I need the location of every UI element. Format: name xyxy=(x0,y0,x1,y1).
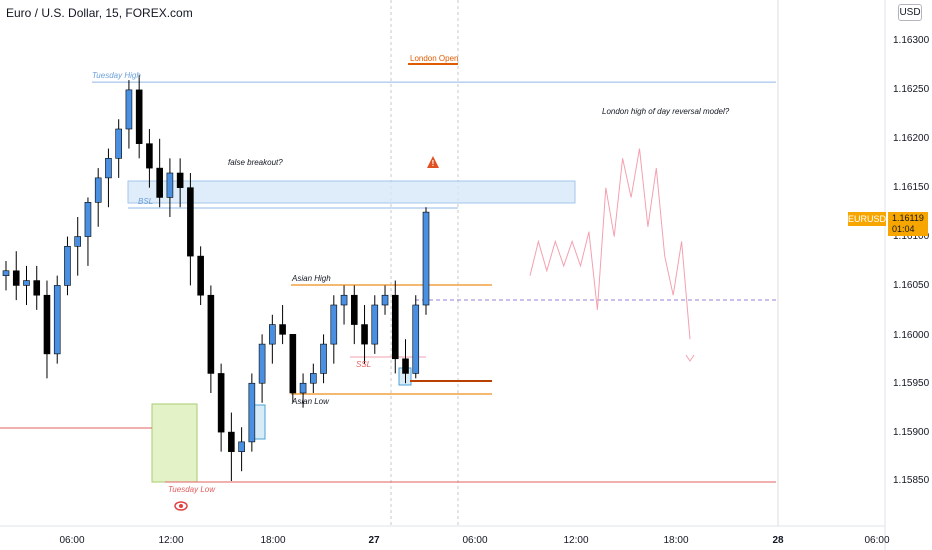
candle xyxy=(176,172,184,188)
candle xyxy=(84,202,92,237)
price-tick-label: 1.16000 xyxy=(893,330,930,341)
warning-icon xyxy=(427,156,439,168)
candle xyxy=(146,143,153,169)
time-tick-label: 06:00 xyxy=(864,535,890,546)
time-tick-label: 18:00 xyxy=(260,535,286,546)
bar-countdown: 01:04 xyxy=(892,224,915,234)
time-tick-label: 18:00 xyxy=(663,535,689,546)
price-tick-label: 1.16100 xyxy=(893,231,930,242)
tuesday-low-label: Tuesday Low xyxy=(168,485,215,494)
candle xyxy=(350,294,358,325)
price-tick-label: 1.15900 xyxy=(893,427,930,438)
price-tick-label: 1.16150 xyxy=(893,182,930,193)
candle xyxy=(279,324,286,335)
candle xyxy=(299,382,307,394)
bsl-label: BSL xyxy=(138,197,154,206)
ssl-label: SSL xyxy=(356,360,372,369)
price-tick-label: 1.15850 xyxy=(893,475,930,486)
time-tick-label: 12:00 xyxy=(563,535,589,546)
candle xyxy=(330,304,338,345)
candle xyxy=(64,246,71,286)
reversal-model-label: London high of day reversal model? xyxy=(602,107,730,116)
candle xyxy=(361,324,368,345)
candle xyxy=(371,304,379,345)
candle xyxy=(258,343,266,384)
candle xyxy=(74,236,82,247)
projection-path xyxy=(529,148,691,340)
asian-low-label: Asian Low xyxy=(292,397,329,406)
time-tick-label: 27 xyxy=(368,535,380,546)
candle xyxy=(207,294,215,374)
candle xyxy=(115,128,122,159)
candle xyxy=(53,285,61,355)
projection-arrow-icon xyxy=(685,354,695,362)
time-tick-label: 06:00 xyxy=(462,535,488,546)
candle xyxy=(422,211,430,306)
tuesday-high-label: Tuesday High xyxy=(92,71,141,80)
candle xyxy=(197,255,204,296)
candle xyxy=(381,294,389,306)
asian-high-label: Asian High xyxy=(292,274,331,283)
candle xyxy=(166,172,174,198)
candle xyxy=(156,167,163,198)
time-tick-label: 28 xyxy=(772,535,784,546)
candle xyxy=(105,158,112,179)
chart-title: Euro / U.S. Dollar, 15, FOREX.com xyxy=(6,6,193,20)
candle xyxy=(391,294,399,360)
time-tick-label: 12:00 xyxy=(158,535,184,546)
price-tick-label: 1.15950 xyxy=(893,378,930,389)
false-breakout-zone xyxy=(127,180,576,204)
candle xyxy=(228,431,235,452)
candle xyxy=(412,304,420,374)
time-tick-label: 06:00 xyxy=(59,535,85,546)
symbol-badge: EURUSD xyxy=(848,212,887,226)
candle xyxy=(289,334,297,394)
eye-icon xyxy=(174,501,188,511)
price-tick-label: 1.16050 xyxy=(893,280,930,291)
currency-button[interactable]: USD xyxy=(898,4,922,21)
eye-pupil-icon xyxy=(179,504,183,508)
candle xyxy=(217,373,225,433)
current-price-tag: EURUSD 1.16119 01:04 xyxy=(848,212,928,236)
candle xyxy=(135,89,143,144)
candle xyxy=(23,280,30,286)
tuesday-low-zone xyxy=(151,403,198,483)
candle xyxy=(33,280,41,296)
candle xyxy=(187,187,194,257)
current-price-badge: 1.16119 01:04 xyxy=(888,212,928,236)
candle xyxy=(94,177,102,203)
candle xyxy=(2,270,10,276)
candle xyxy=(125,89,133,130)
candle xyxy=(310,373,317,384)
warning-mark-icon: ! xyxy=(432,159,435,168)
price-tick-label: 1.16250 xyxy=(893,84,930,95)
false-breakout-label: false breakout? xyxy=(228,158,283,167)
price-tick-label: 1.16300 xyxy=(893,35,930,46)
candle xyxy=(402,358,409,374)
candle xyxy=(238,441,245,452)
candle xyxy=(320,343,327,374)
candle xyxy=(248,382,256,443)
candle xyxy=(340,294,348,306)
current-price-value: 1.16119 xyxy=(892,213,924,223)
candle xyxy=(43,294,51,355)
price-tick-label: 1.16200 xyxy=(893,133,930,144)
candle xyxy=(12,270,20,286)
candle xyxy=(269,324,276,345)
london-open-label: London Open xyxy=(410,54,459,63)
